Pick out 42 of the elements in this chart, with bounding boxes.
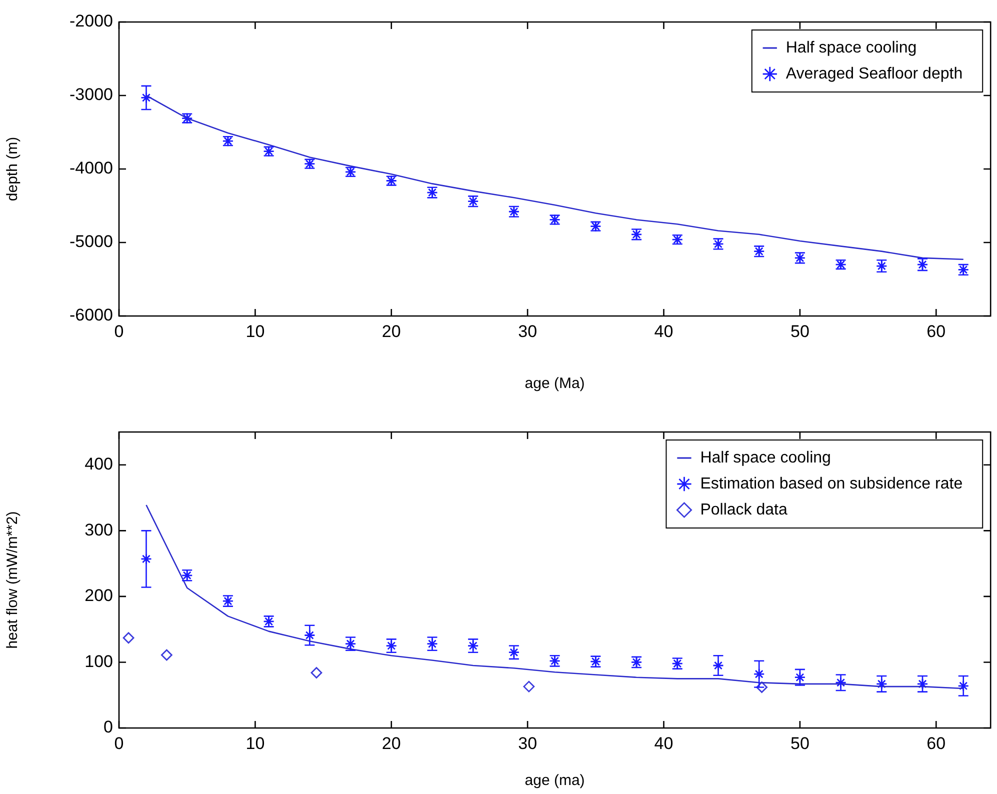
x-tick-label: 50 [790,322,810,341]
y-tick-label: -4000 [70,158,113,178]
point [304,630,316,641]
y-tick-label: -2000 [70,12,113,31]
x-tick-label: 40 [654,322,674,341]
legend-label: Half space cooling [700,449,831,466]
x-tick-label: 60 [926,322,946,341]
point [140,553,152,565]
point [122,632,134,644]
x-axis-title: age (ma) [524,772,585,790]
y-tick-label: 300 [84,520,113,540]
y-tick-label: 100 [84,652,113,671]
x-tick-label: 30 [518,322,538,341]
y-tick-label: 0 [104,718,113,737]
point [310,667,322,678]
x-tick-label: 10 [246,734,265,753]
x-tick-label: 50 [790,734,810,753]
x-tick-label: 30 [518,734,538,753]
legend-label: Averaged Seafloor depth [786,65,963,82]
y-tick-label: 200 [84,586,113,606]
y-tick-label: -3000 [70,85,113,104]
y-axis-title: depth (m) [4,136,22,202]
point [712,660,724,672]
x-tick-label: 60 [926,734,946,753]
y-tick-label: -6000 [70,306,113,325]
x-axis-title: age (Ma) [524,375,585,392]
x-tick-label: 20 [382,734,401,753]
x-tick-label: 40 [654,734,674,753]
x-tick-label: 10 [246,322,265,341]
point [958,680,970,692]
y-axis-title: heat flow (mW/m**2) [4,511,22,649]
legend-label: Half space cooling [786,39,917,56]
legend-label: Pollack data [700,501,788,518]
point [160,649,172,661]
x-tick-label: 20 [382,322,401,341]
point [756,682,768,693]
point [140,92,152,104]
y-tick-label: 400 [84,454,113,474]
legend-label: Estimation based on subsidence rate [700,475,963,492]
point [753,668,765,680]
y-tick-label: -5000 [70,232,113,252]
point [523,680,535,692]
